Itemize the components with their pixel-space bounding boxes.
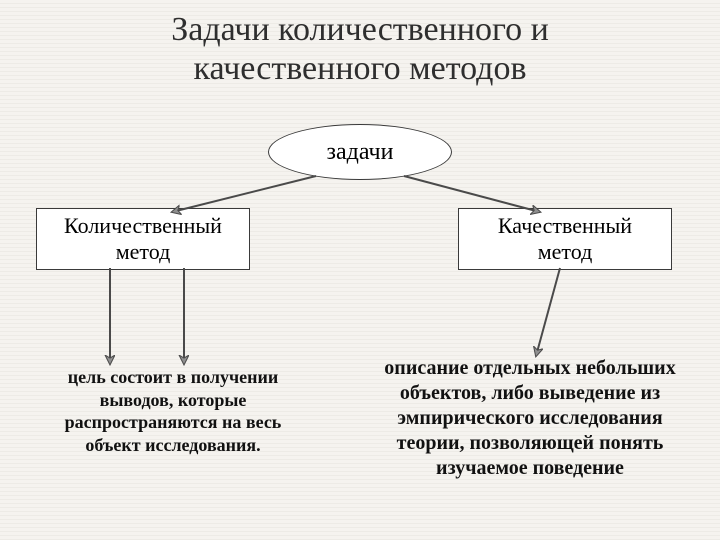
arrow	[404, 176, 540, 212]
left-node-text: Количественный метод	[64, 213, 222, 265]
right-node-text: Качественный метод	[498, 213, 632, 265]
root-node: задачи	[268, 124, 452, 180]
title-line2: качественного методов	[193, 50, 526, 87]
arrow	[172, 176, 316, 212]
root-label: задачи	[327, 139, 394, 166]
left-node-line1: Количественный	[64, 213, 222, 238]
arrow-lines	[110, 176, 560, 364]
left-node: Количественный метод	[36, 208, 250, 270]
left-node-line2: метод	[116, 239, 171, 264]
right-node: Качественный метод	[458, 208, 672, 270]
right-node-line2: метод	[538, 239, 593, 264]
arrow	[536, 268, 560, 356]
title-line1: Задачи количественного и	[171, 11, 549, 48]
right-node-line1: Качественный	[498, 213, 632, 238]
slide-title: Задачи количественного и качественного м…	[0, 10, 720, 88]
right-description: описание отдельных небольших объектов, л…	[372, 356, 688, 481]
left-description: цель состоит в получении выводов, которы…	[58, 366, 288, 456]
